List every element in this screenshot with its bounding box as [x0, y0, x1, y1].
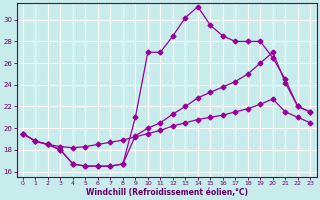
- X-axis label: Windchill (Refroidissement éolien,°C): Windchill (Refroidissement éolien,°C): [85, 188, 248, 197]
